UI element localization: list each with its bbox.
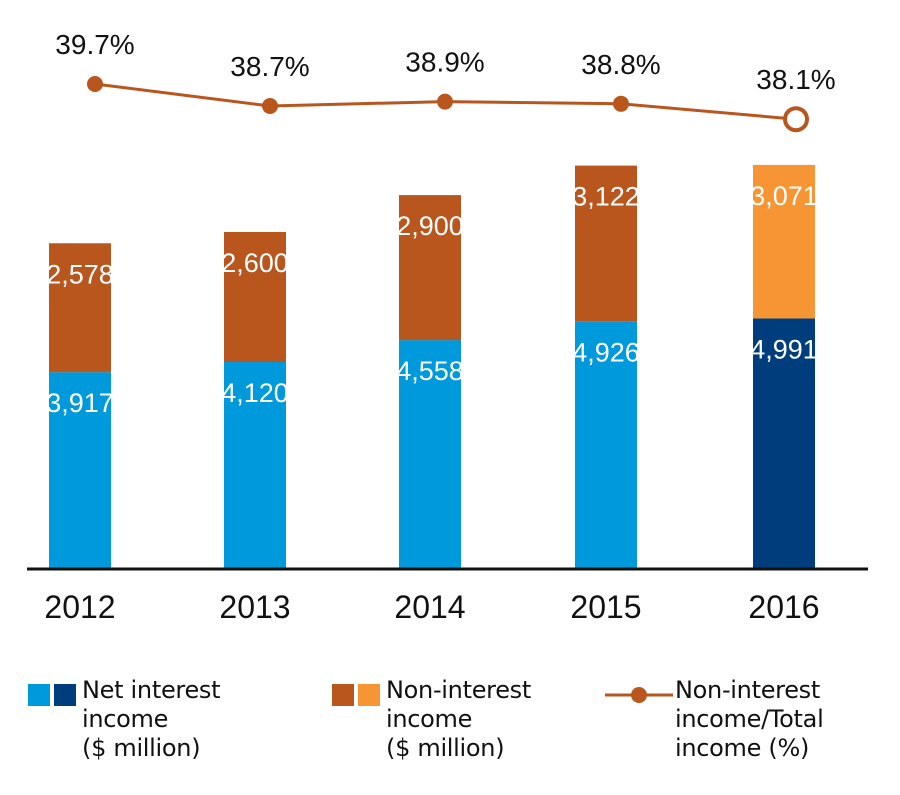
- income-chart: 3,917 2,578 4,120 2,600 4,558 2,900 4,926 3,122…: [27, 29, 868, 625]
- ratio-point-2012: [87, 76, 103, 92]
- bar-net-interest-2016: [753, 318, 815, 568]
- legend-label-non-interest: Non-interest income ($ million): [386, 676, 531, 762]
- bars-group: 3,917 2,578 4,120 2,600 4,558 2,900 4,926 3,122…: [46, 164, 818, 568]
- x-tick-2016: 2016: [748, 589, 819, 625]
- legend-swatch-non-interest-dark: [332, 684, 354, 706]
- bar-non-interest-2013: [224, 232, 286, 362]
- ratio-label-2015: 38.8%: [581, 49, 660, 80]
- label-non-interest-2013: 2,600: [221, 248, 289, 278]
- bar-non-interest-2014: [399, 195, 461, 341]
- bar-non-interest-2016: [753, 164, 815, 319]
- legend-item-net-interest: Net interest income ($ million): [28, 676, 221, 763]
- ratio-point-2014: [437, 93, 453, 110]
- bar-net-interest-2012: [49, 372, 111, 568]
- label-non-interest-2015: 3,122: [572, 182, 640, 212]
- ratio-line-group: 39.7% 38.7% 38.9% 38.8% 38.1%: [55, 29, 836, 133]
- ratio-label-2012: 39.7%: [55, 29, 134, 60]
- bar-net-interest-2015: [575, 321, 637, 568]
- bar-non-interest-2012: [49, 243, 111, 373]
- label-net-interest-2013: 4,120: [221, 378, 289, 408]
- x-tick-2015: 2015: [570, 589, 641, 625]
- bar-non-interest-2015: [575, 165, 637, 322]
- legend-swatch-non-interest-light: [358, 684, 380, 706]
- legend-label-ratio: Non-interest income/Total income (%): [675, 676, 824, 762]
- x-tick-2014: 2014: [394, 589, 465, 625]
- legend-swatch-net-interest-dark: [54, 684, 76, 706]
- ratio-label-2013: 38.7%: [230, 51, 309, 82]
- label-net-interest-2015: 4,926: [572, 338, 640, 368]
- bar-net-interest-2014: [399, 340, 461, 568]
- legend-item-ratio: Non-interest income/Total income (%): [603, 676, 824, 763]
- legend-item-non-interest: Non-interest income ($ million): [332, 676, 531, 763]
- x-tick-2012: 2012: [44, 589, 115, 625]
- label-net-interest-2016: 4,991: [750, 334, 818, 364]
- x-tick-labels: 2012 2013 2014 2015 2016: [44, 589, 819, 625]
- label-non-interest-2012: 2,578: [46, 259, 114, 289]
- ratio-label-2016: 38.1%: [756, 64, 835, 95]
- label-non-interest-2016: 3,071: [750, 181, 818, 211]
- ratio-point-2016: [783, 106, 809, 133]
- label-net-interest-2014: 4,558: [396, 356, 464, 386]
- label-net-interest-2012: 3,917: [46, 388, 114, 418]
- legend-label-net-interest: Net interest income ($ million): [82, 676, 221, 762]
- label-non-interest-2014: 2,900: [396, 211, 464, 241]
- ratio-point-2013: [262, 98, 278, 114]
- x-tick-2013: 2013: [219, 589, 290, 625]
- legend-swatch-net-interest-light: [28, 684, 50, 706]
- legend-line-marker-icon: [605, 687, 673, 703]
- ratio-label-2014: 38.9%: [405, 47, 484, 78]
- bar-net-interest-2013: [224, 362, 286, 568]
- legend: Net interest income ($ million) Non-inte…: [0, 676, 900, 786]
- ratio-point-2015: [613, 95, 629, 112]
